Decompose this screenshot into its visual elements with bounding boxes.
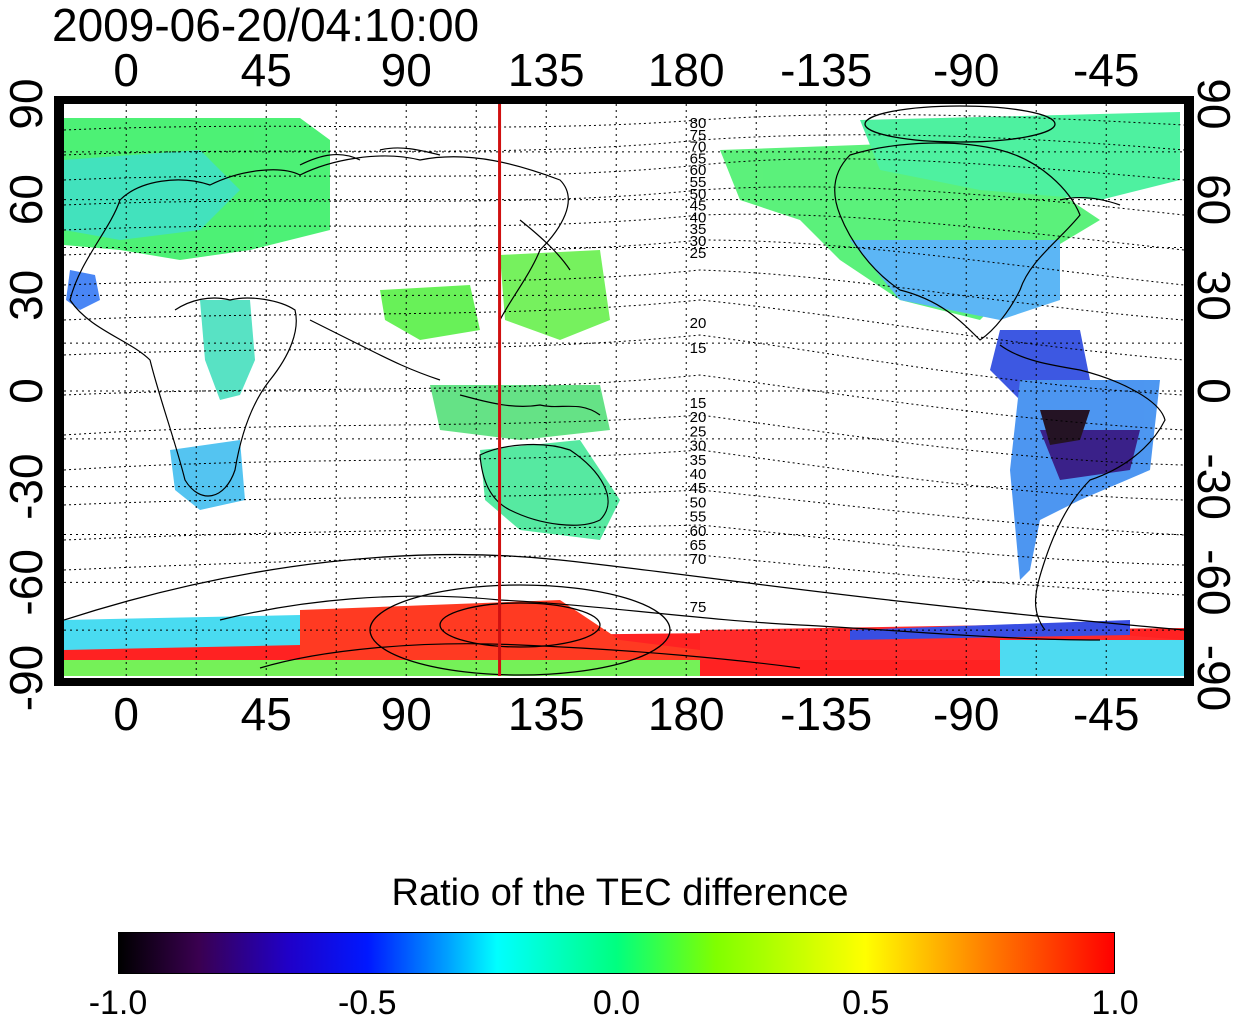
bottom-lon-tick-7: -45 [1073,688,1139,740]
bottom-lon-tick-1: 45 [241,688,292,740]
top-lon-tick-5: -135 [780,44,872,96]
bottom-axis-bar [54,678,1190,686]
contour-label-s-7: 50 [690,494,707,511]
tec-data-patches [64,112,1184,676]
bottom-lon-tick-0: 0 [113,688,139,740]
contour-label-n-9: 35 [690,221,707,238]
right-lat-tick-0: 90 [1188,78,1240,129]
top-lon-tick-1: 45 [241,44,292,96]
contour-label-s-4: 35 [690,452,707,469]
contour-label-n-3: 65 [690,150,707,167]
colorbar-title: Ratio of the TEC difference [391,872,849,914]
contour-label-n-4: 60 [690,162,707,179]
bottom-lon-tick-2: 90 [381,688,432,740]
contour-label-n-13: 15 [690,340,707,357]
contour-label-n-0: 80 [690,115,707,132]
contour-label-s-11: 70 [690,551,707,568]
colorbar-tick-4: 1.0 [1091,984,1139,1022]
contour-label-s-1: 20 [690,409,707,426]
contour-label-n-1: 75 [690,127,707,144]
timestamp-title: 2009-06-20/04:10:00 [52,0,480,51]
contour-label-s-2: 25 [690,423,707,440]
colorbar-tick-0: -1.0 [88,984,148,1022]
right-lat-tick-3: 0 [1188,378,1240,404]
top-longitude-ticks: 0 45 90 135 180 -135 -90 -45 [113,44,1139,96]
left-lat-tick-3: 0 [0,378,52,404]
colorbar-tick-3: 0.5 [842,984,890,1022]
bottom-lon-tick-6: -90 [933,688,999,740]
left-lat-tick-0: 90 [0,78,52,129]
contour-label-n-8: 40 [690,209,707,226]
contour-label-n-12: 20 [690,315,707,332]
map-plot: 0 45 90 135 180 -135 -90 -45 0 45 90 135 180 -135 -90… [0,44,1240,740]
contour-label-s-10: 65 [690,537,707,554]
contour-label-n-7: 45 [690,198,707,215]
top-lon-tick-4: 180 [648,44,725,96]
right-lat-tick-2: 30 [1188,270,1240,321]
top-axis-bar [54,96,1190,104]
top-lon-tick-2: 90 [381,44,432,96]
colorbar [118,932,1115,974]
contour-label-s-6: 45 [690,480,707,497]
left-lat-tick-5: -60 [0,549,52,615]
top-lon-tick-7: -45 [1073,44,1139,96]
contour-label-n-11: 25 [690,245,707,262]
right-lat-tick-5: -60 [1188,549,1240,615]
right-latitude-ticks: 90 60 30 0 -30 -60 -90 [1188,78,1240,711]
left-axis-bar [54,96,64,686]
right-lat-tick-6: -90 [1188,645,1240,711]
contour-label-n-5: 55 [690,174,707,191]
contour-label-s-8: 55 [690,509,707,526]
top-lon-tick-0: 0 [113,44,139,96]
left-lat-tick-4: -30 [0,453,52,519]
right-lat-tick-4: -30 [1188,453,1240,519]
top-lon-tick-3: 135 [508,44,585,96]
contour-label-s-3: 30 [690,438,707,455]
contour-label-s-12: 75 [690,599,707,616]
left-latitude-ticks: 90 60 30 0 -30 -60 -90 [0,78,52,711]
contour-label-s-9: 60 [690,523,707,540]
colorbar-gradient [119,933,1114,973]
contour-label-n-2: 70 [690,139,707,156]
contour-label-n-10: 30 [690,233,707,250]
coastlines [69,142,1166,669]
colorbar-tick-1: -0.5 [337,984,397,1022]
bottom-longitude-ticks: 0 45 90 135 180 -135 -90 -45 [113,688,1139,740]
contour-label-n-6: 50 [690,186,707,203]
contour-label-s-0: 15 [690,395,707,412]
colorbar-tick-2: 0.0 [592,984,641,1022]
right-axis-bar [1184,96,1194,686]
magnetic-latitude-contours [64,114,1184,596]
polar-cap-contours [64,105,1184,676]
graticule [64,104,1184,678]
left-lat-tick-1: 60 [0,174,52,225]
contour-label-s-5: 40 [690,466,707,483]
left-lat-tick-2: 30 [0,270,52,321]
bottom-lon-tick-5: -135 [780,688,872,740]
bottom-lon-tick-4: 180 [648,688,725,740]
left-lat-tick-6: -90 [0,645,52,711]
top-lon-tick-6: -90 [933,44,999,96]
bottom-lon-tick-3: 135 [508,688,585,740]
right-lat-tick-1: 60 [1188,174,1240,225]
